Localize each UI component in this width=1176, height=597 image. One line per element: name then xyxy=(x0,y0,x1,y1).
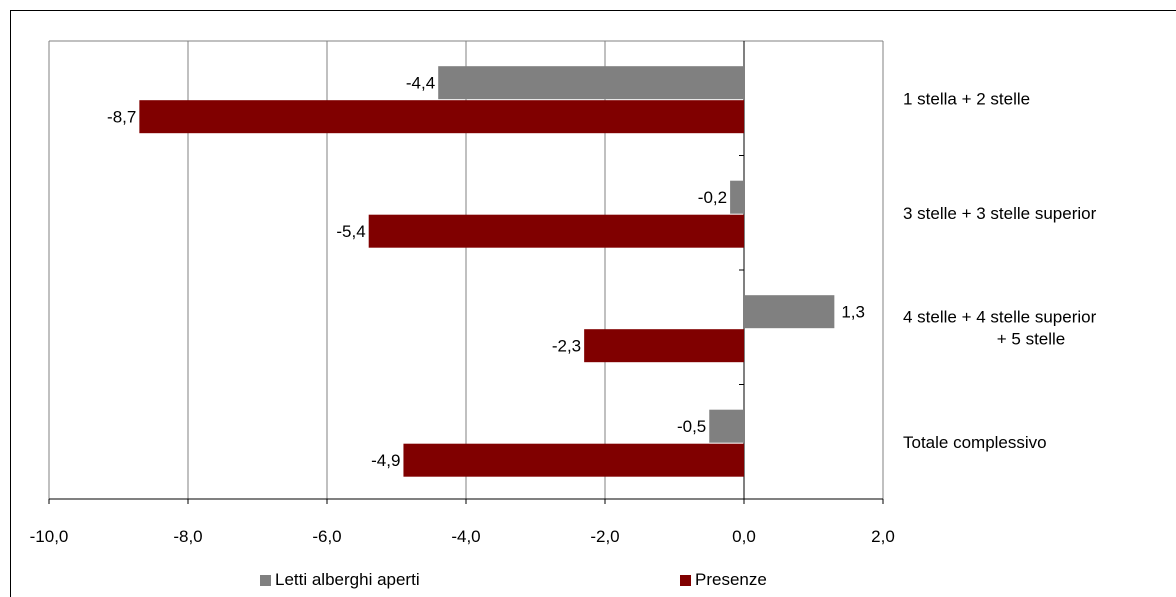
data-label-0-1: -0,2 xyxy=(698,188,727,207)
x-tick-label-0: -10,0 xyxy=(30,527,69,546)
data-label-1-3: -4,9 xyxy=(371,451,400,470)
legend-label-presenze: Presenze xyxy=(695,570,767,589)
x-tick-label-3: -4,0 xyxy=(451,527,480,546)
bar-chart: -10,0 -8,0 -6,0 -4,0 -2,0 0,0 2,0 -4,4 -8,7 1 ste… xyxy=(30,40,1097,546)
category-label-3: Totale complessivo xyxy=(903,433,1047,452)
x-tick-label-2: -6,0 xyxy=(312,527,341,546)
x-tick-label-5: 0,0 xyxy=(732,527,756,546)
data-label-1-2: -2,3 xyxy=(552,337,581,356)
bar-1-2 xyxy=(584,329,744,363)
chart-legend: Letti alberghi aperti Presenze xyxy=(0,570,1176,594)
bar-1-3 xyxy=(403,443,744,477)
category-label-2-line2: + 5 stelle xyxy=(997,329,1066,348)
bar-0-3 xyxy=(709,409,744,443)
bar-1-1 xyxy=(368,214,744,248)
chart-area: -10,0 -8,0 -6,0 -4,0 -2,0 0,0 2,0 -4,4 -8,7 1 ste… xyxy=(10,10,1176,597)
legend-swatch-presenze xyxy=(680,574,691,586)
x-tick-label-1: -8,0 xyxy=(173,527,202,546)
category-label-2-line1: 4 stelle + 4 stelle superior xyxy=(903,307,1097,326)
legend-label-letti: Letti alberghi aperti xyxy=(275,570,420,589)
bar-0-1 xyxy=(730,180,744,214)
x-tick-label-4: -2,0 xyxy=(590,527,619,546)
bar-0-0 xyxy=(438,66,744,100)
legend-swatch-letti xyxy=(260,574,271,586)
category-label-1: 3 stelle + 3 stelle superior xyxy=(903,204,1097,223)
data-label-0-0: -4,4 xyxy=(406,74,435,93)
legend-item-letti: Letti alberghi aperti xyxy=(260,570,420,590)
category-label-0: 1 stella + 2 stelle xyxy=(903,89,1030,108)
x-tick-label-6: 2,0 xyxy=(871,527,895,546)
data-label-1-1: -5,4 xyxy=(336,222,365,241)
legend-item-presenze: Presenze xyxy=(680,570,767,590)
bar-1-0 xyxy=(139,100,745,134)
data-label-0-2: 1,3 xyxy=(841,303,865,322)
data-label-1-0: -8,7 xyxy=(107,108,136,127)
bar-0-2 xyxy=(744,295,835,329)
data-label-0-3: -0,5 xyxy=(677,417,706,436)
